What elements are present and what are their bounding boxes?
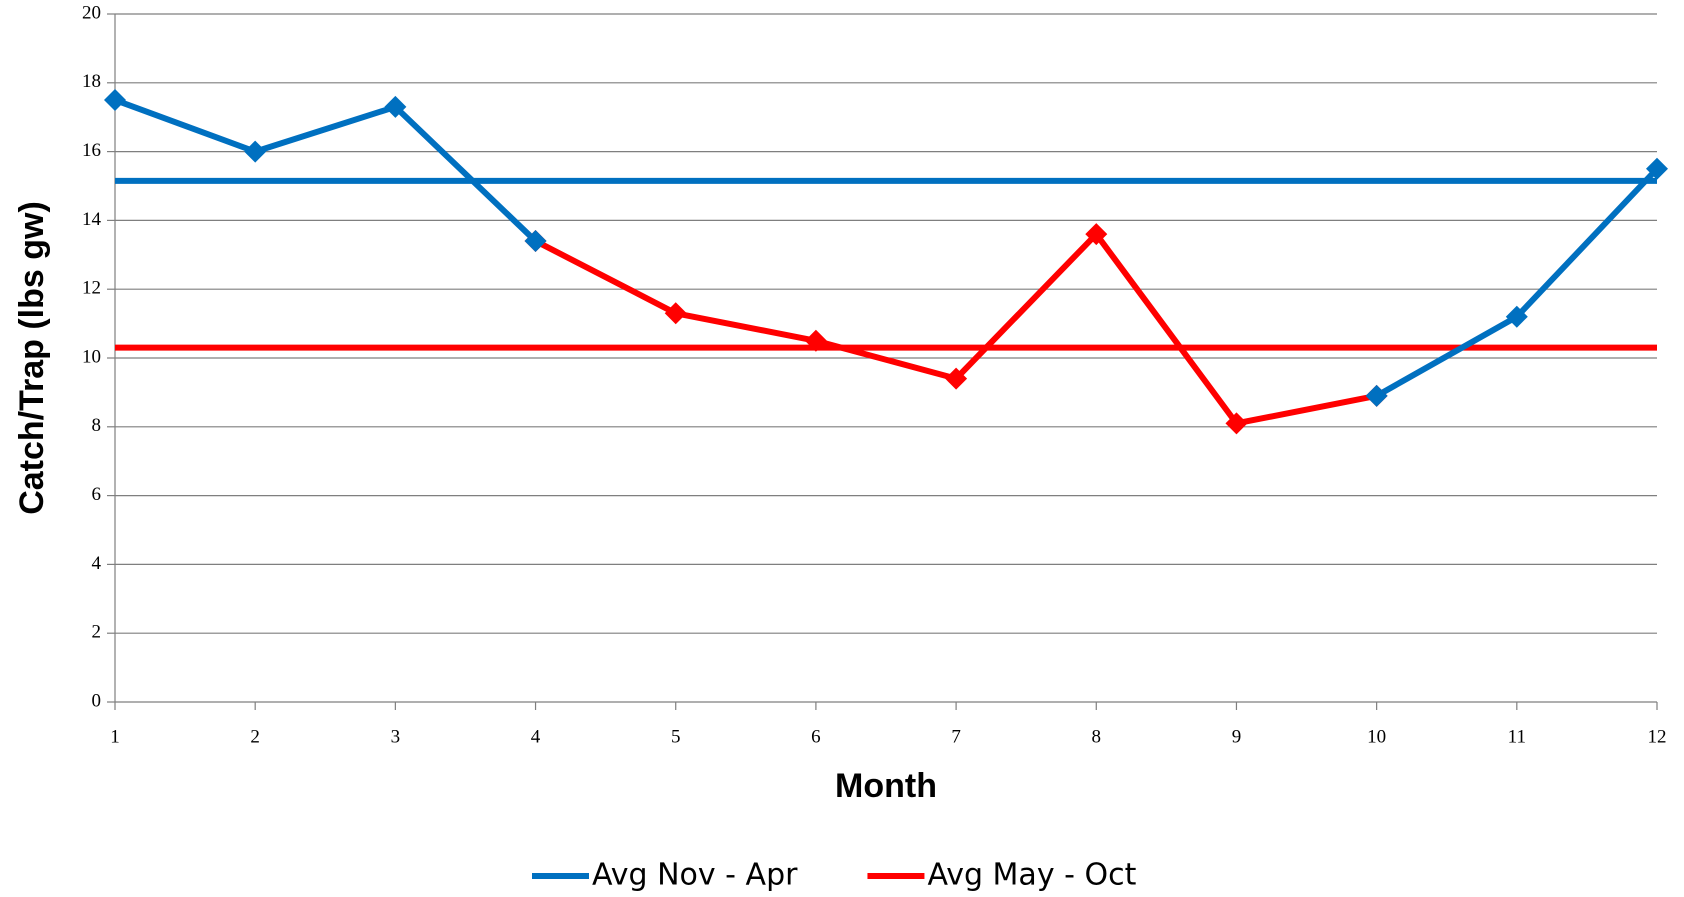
y-tick-label: 2 (92, 622, 102, 643)
data-point (1505, 305, 1528, 328)
y-tick-label: 18 (82, 71, 101, 92)
y-tick-label: 12 (82, 278, 101, 299)
data-point (945, 367, 968, 390)
y-tick-label: 20 (82, 2, 101, 23)
y-tick-label: 16 (82, 140, 101, 161)
data-point (524, 230, 547, 253)
x-tick-label: 6 (811, 726, 821, 747)
y-tick-label: 6 (92, 484, 102, 505)
legend-label: Avg May - Oct (927, 858, 1136, 893)
x-tick-label: 8 (1092, 726, 1102, 747)
data-point (1646, 157, 1668, 180)
data-point (1365, 384, 1388, 407)
x-tick-label: 3 (391, 726, 401, 747)
data-point (664, 302, 687, 325)
x-tick-label: 5 (671, 726, 681, 747)
x-tick-label: 7 (951, 726, 961, 747)
y-tick-label: 14 (82, 209, 102, 230)
series-line (1375, 166, 1660, 399)
x-tick-label: 1 (110, 726, 120, 747)
data-point (1225, 412, 1248, 435)
x-tick-label: 12 (1648, 726, 1667, 747)
legend-label: Avg Nov - Apr (592, 858, 798, 893)
x-tick-label: 4 (531, 726, 541, 747)
data-point (1085, 223, 1108, 246)
x-axis-title: Month (835, 767, 937, 805)
x-tick-label: 11 (1508, 726, 1526, 747)
y-tick-label: 0 (92, 690, 102, 711)
data-point (384, 95, 407, 118)
y-axis-title: Catch/Trap (lbs gw) (13, 201, 51, 515)
x-tick-label: 2 (250, 726, 260, 747)
data-point (244, 140, 267, 163)
data-point (804, 329, 827, 352)
series-line (113, 97, 538, 244)
y-tick-label: 10 (82, 346, 101, 367)
y-tick-label: 4 (92, 553, 102, 574)
y-tick-label: 8 (92, 415, 102, 436)
x-tick-label: 9 (1232, 726, 1242, 747)
x-tick-label: 10 (1367, 726, 1386, 747)
data-point (104, 89, 126, 111)
series-line (534, 231, 1378, 427)
